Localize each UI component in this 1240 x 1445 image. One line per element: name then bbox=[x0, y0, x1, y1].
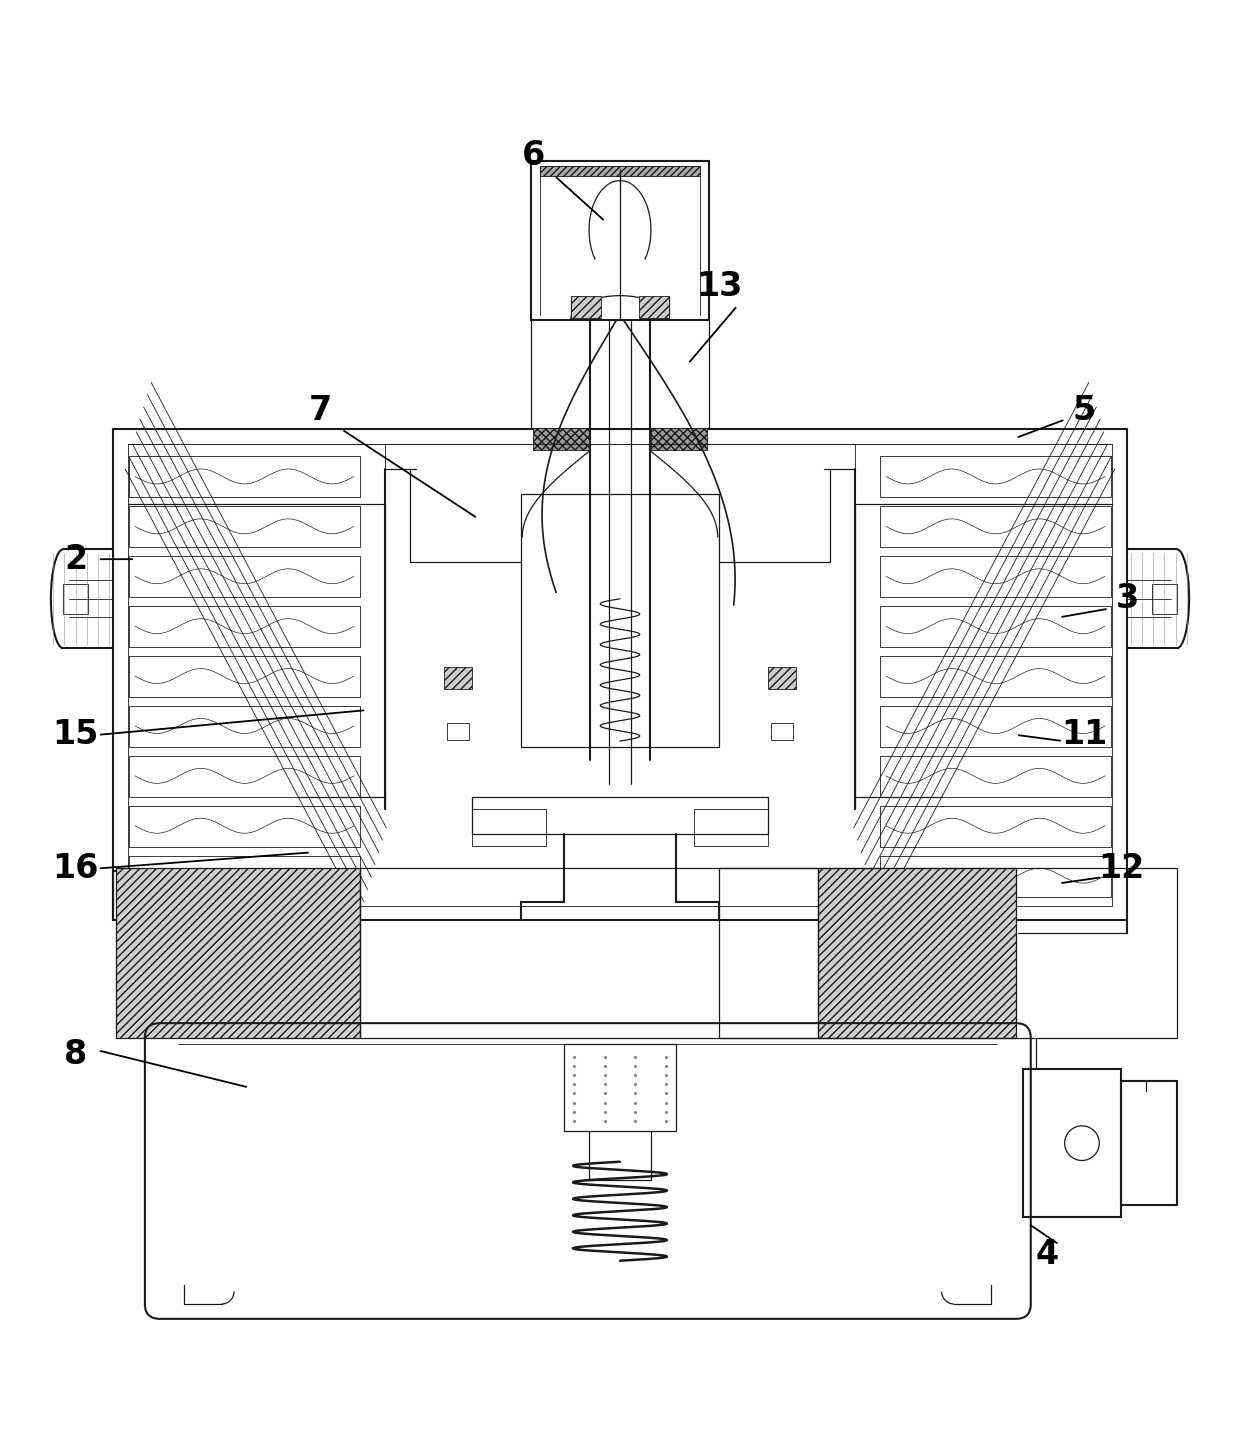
Bar bbox=[129, 607, 360, 647]
Bar bbox=[880, 707, 1111, 747]
Bar bbox=[129, 707, 360, 747]
Bar bbox=[564, 1045, 676, 1131]
Bar bbox=[719, 868, 1177, 1038]
Bar bbox=[1023, 1069, 1121, 1217]
Bar bbox=[769, 666, 796, 689]
Bar bbox=[880, 506, 1111, 548]
Bar bbox=[63, 584, 88, 614]
Bar bbox=[446, 722, 469, 740]
Polygon shape bbox=[651, 428, 707, 451]
Bar bbox=[531, 160, 709, 321]
Polygon shape bbox=[639, 296, 670, 318]
Bar bbox=[1152, 584, 1177, 614]
Bar bbox=[129, 656, 360, 696]
Bar bbox=[694, 809, 769, 847]
Text: 2: 2 bbox=[64, 543, 87, 575]
Text: 16: 16 bbox=[52, 853, 99, 884]
Bar bbox=[128, 444, 1112, 906]
Text: 6: 6 bbox=[522, 139, 546, 172]
Bar bbox=[1121, 1081, 1177, 1205]
Text: 4: 4 bbox=[1035, 1238, 1059, 1272]
Bar bbox=[880, 806, 1111, 847]
Bar bbox=[129, 457, 360, 497]
Text: 7: 7 bbox=[309, 394, 332, 428]
Bar bbox=[818, 868, 1016, 1038]
Bar bbox=[880, 556, 1111, 597]
Bar bbox=[444, 666, 471, 689]
Bar bbox=[117, 868, 360, 1038]
Text: 13: 13 bbox=[696, 270, 743, 303]
Bar bbox=[880, 656, 1111, 696]
Polygon shape bbox=[533, 428, 589, 451]
Bar bbox=[539, 166, 701, 176]
Bar bbox=[129, 855, 360, 897]
Bar bbox=[471, 809, 546, 847]
Bar bbox=[129, 556, 360, 597]
Bar bbox=[771, 722, 794, 740]
Text: 12: 12 bbox=[1097, 853, 1145, 884]
Bar bbox=[129, 506, 360, 548]
Text: 5: 5 bbox=[1073, 394, 1096, 428]
Bar bbox=[471, 796, 769, 834]
Text: 8: 8 bbox=[64, 1038, 87, 1071]
Bar bbox=[129, 756, 360, 796]
Polygon shape bbox=[570, 296, 601, 318]
Bar bbox=[360, 868, 818, 1038]
Text: 15: 15 bbox=[52, 718, 99, 751]
Bar bbox=[129, 806, 360, 847]
Bar bbox=[880, 756, 1111, 796]
Bar bbox=[113, 429, 1127, 920]
Text: 3: 3 bbox=[1116, 582, 1138, 616]
Text: 11: 11 bbox=[1061, 718, 1107, 751]
Bar bbox=[880, 607, 1111, 647]
Bar bbox=[880, 457, 1111, 497]
Bar bbox=[880, 855, 1111, 897]
Bar bbox=[521, 494, 719, 747]
